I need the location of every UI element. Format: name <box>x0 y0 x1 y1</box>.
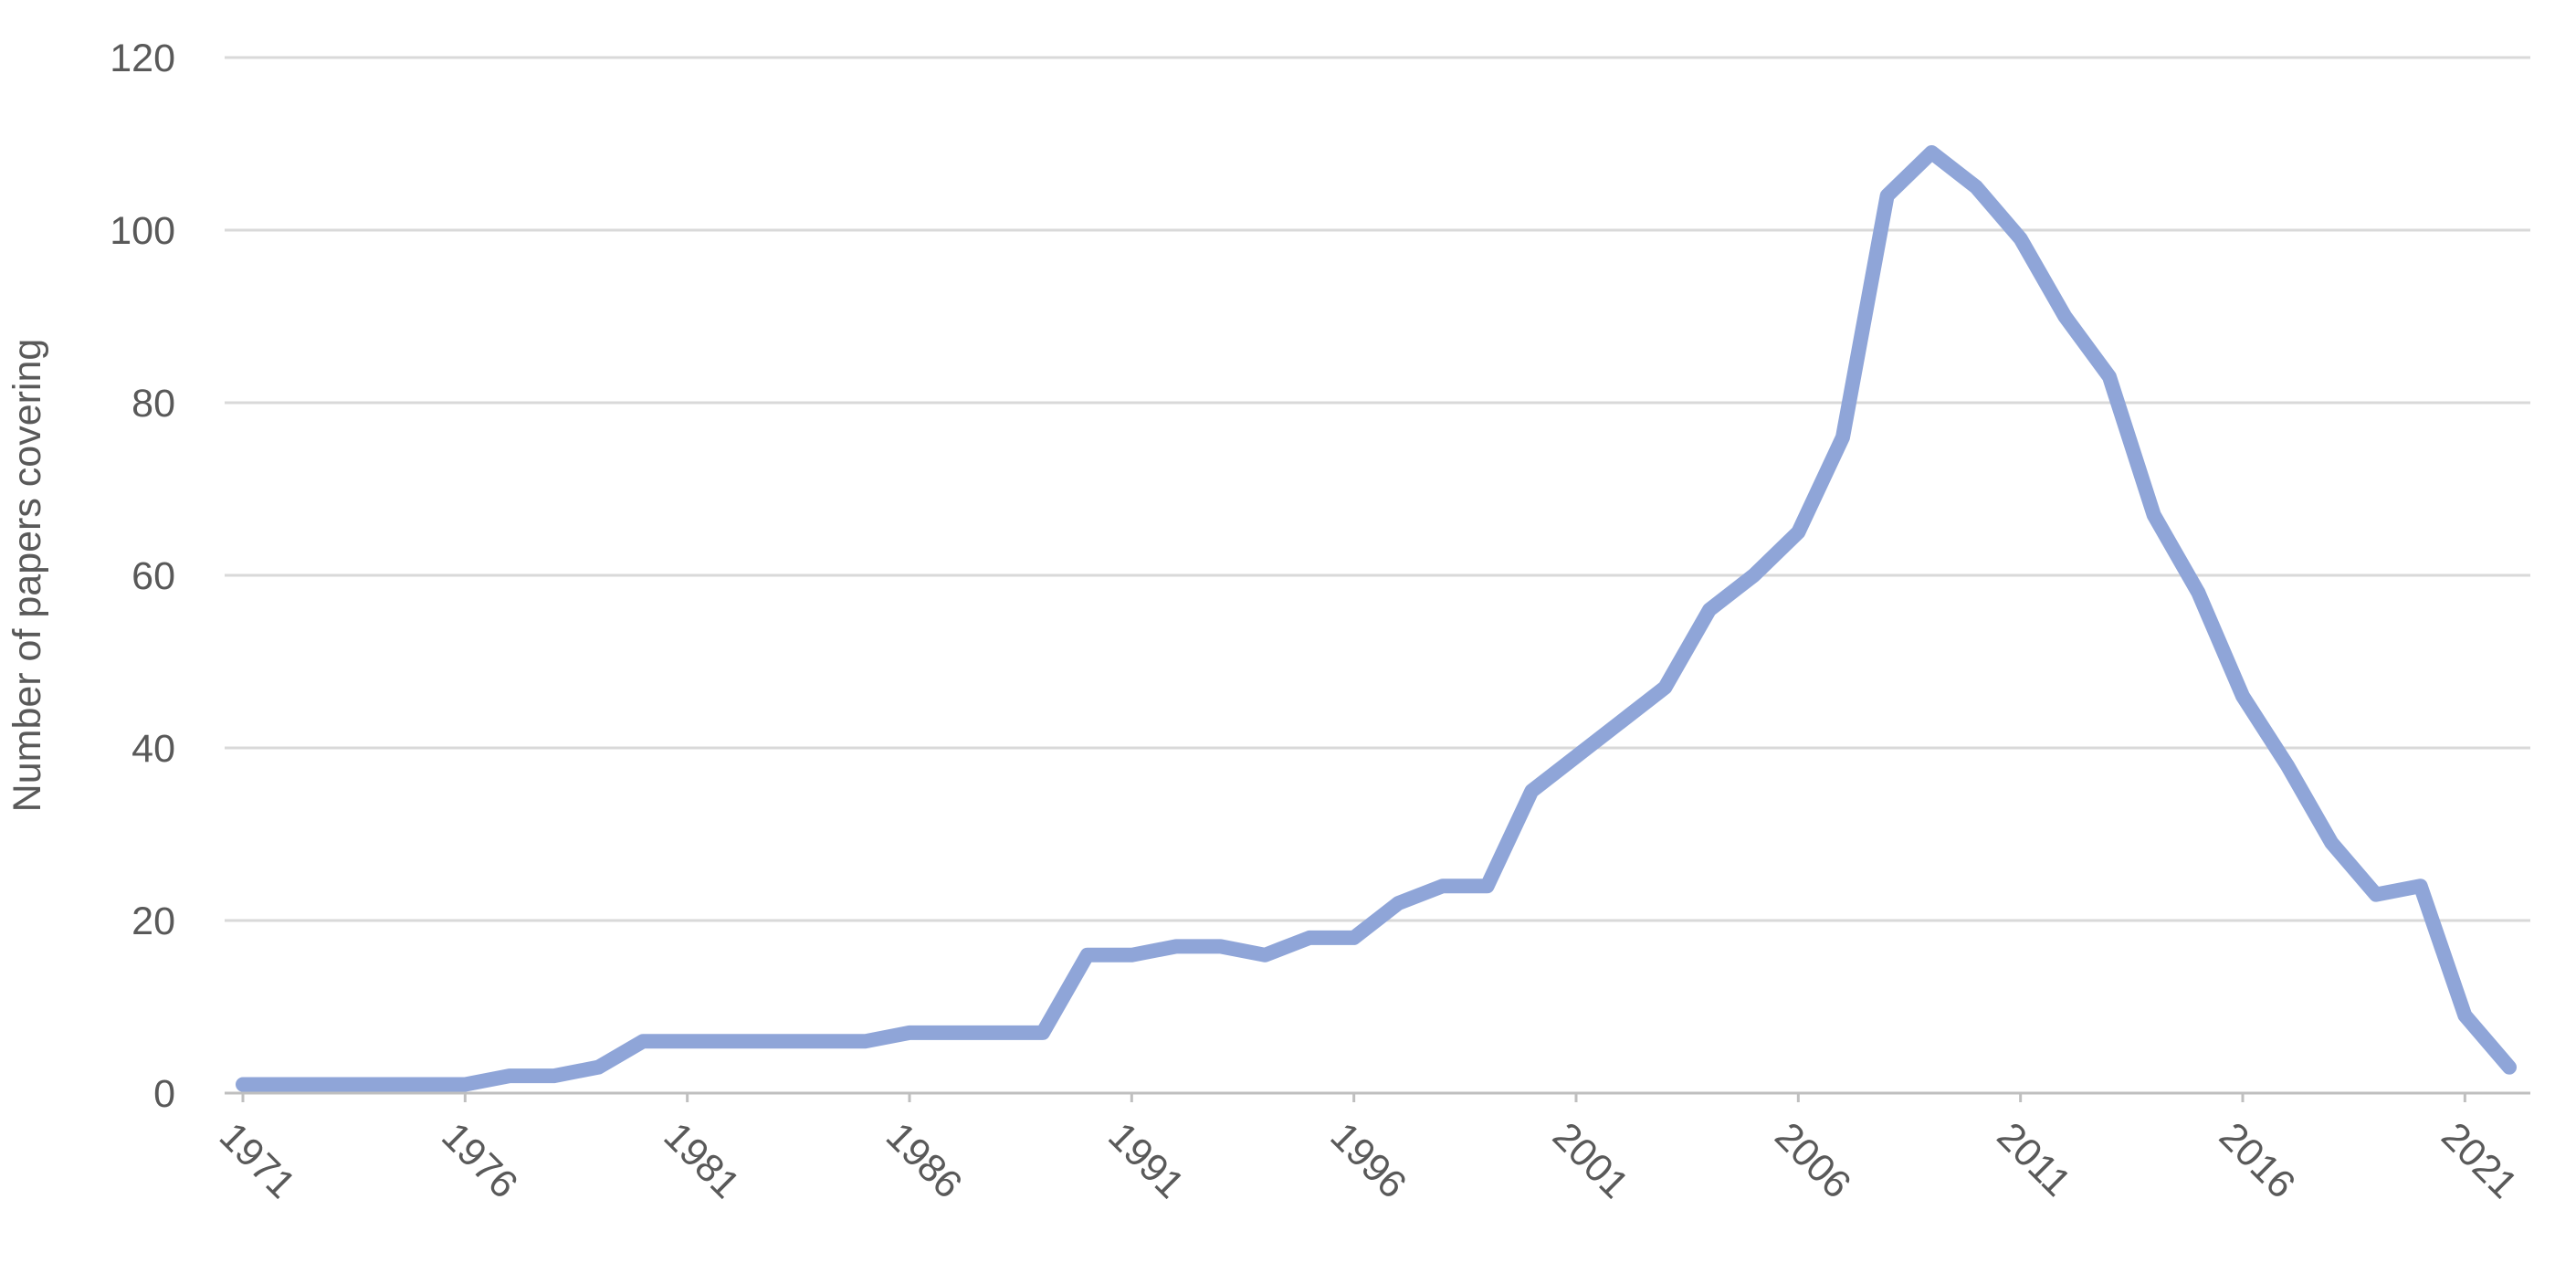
x-tick-label: 1976 <box>433 1114 526 1207</box>
y-tick-label: 120 <box>110 37 175 80</box>
x-tick-label: 2016 <box>2211 1114 2304 1207</box>
x-tick-label: 2006 <box>1766 1114 1859 1207</box>
x-tick-label: 2021 <box>2433 1114 2526 1207</box>
y-tick-label: 20 <box>131 900 175 943</box>
x-tick-label: 1991 <box>1099 1114 1193 1207</box>
x-tick-label: 1971 <box>211 1114 304 1207</box>
y-tick-label: 80 <box>131 382 175 426</box>
y-tick-label: 40 <box>131 727 175 771</box>
y-axis-label: Number of papers covering <box>5 339 49 813</box>
x-tick-label: 2001 <box>1544 1114 1637 1207</box>
x-tick-label: 2011 <box>1989 1114 2079 1205</box>
x-tick-label: 1996 <box>1322 1114 1415 1207</box>
y-tick-label: 60 <box>131 554 175 598</box>
data-line <box>236 144 2517 1092</box>
x-tick-label: 1986 <box>878 1114 971 1207</box>
x-tick-label: 1981 <box>656 1114 749 1207</box>
y-tick-label: 0 <box>153 1072 175 1116</box>
y-tick-label: 100 <box>110 209 175 253</box>
